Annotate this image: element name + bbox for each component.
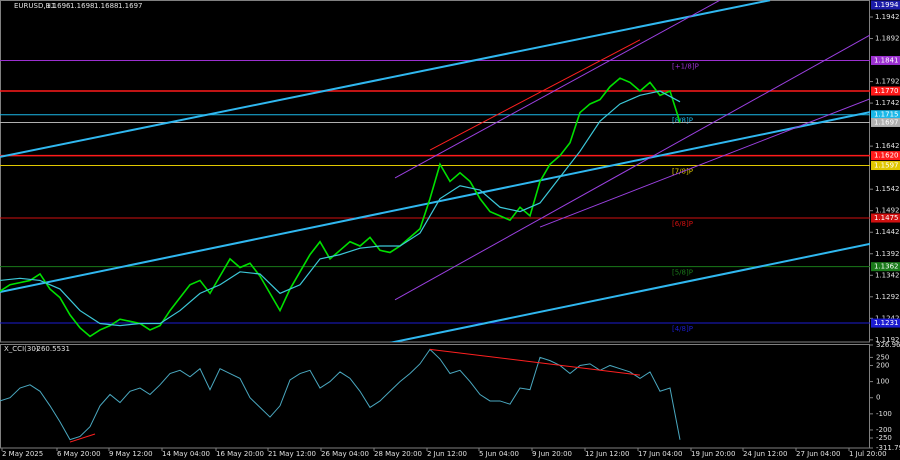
series-line: [0, 90, 681, 327]
x-tick-label: 2 May 2025: [2, 450, 43, 458]
cci-frame: [0, 344, 870, 449]
x-tick-label: 16 May 20:00: [216, 450, 264, 458]
level-tag: [+1/8]P: [672, 62, 699, 70]
level-label: 1.1994: [874, 1, 899, 9]
x-tick-label: 19 Jun 20:00: [691, 450, 735, 458]
cci-tick-label: -311.798: [876, 444, 900, 452]
level-box: [871, 110, 900, 120]
y-tick-label: 1.1542: [875, 185, 900, 193]
level-label: 1.1362: [874, 263, 899, 271]
cci-tick-label: -200: [876, 426, 892, 434]
y-tick-label: 1.1192: [875, 336, 900, 344]
cci-name: X_CCI(30): [4, 345, 39, 353]
cci-tick-label: -100: [876, 410, 892, 418]
level-box: [871, 161, 900, 171]
series-line: [0, 77, 681, 338]
y-tick-label: 1.1892: [875, 35, 900, 43]
level-box: [871, 318, 900, 328]
trendline: [0, 0, 771, 158]
cci-tick-label: 326.9647: [876, 341, 900, 349]
level-box: [871, 55, 900, 65]
main-frame: [0, 0, 870, 343]
level-label: 1.1715: [874, 111, 899, 119]
level-tag: [6/8]P: [672, 220, 693, 228]
x-tick-label: 17 Jun 04:00: [638, 450, 682, 458]
level-label: 1.1475: [874, 214, 899, 222]
x-tick-label: 5 Jun 04:00: [479, 450, 519, 458]
trendline: [394, 0, 721, 179]
cci-tick-label: 100: [876, 378, 889, 386]
symbol: EURUSD,H1: [14, 2, 55, 10]
trendline: [389, 242, 870, 342]
open: 1.1696: [46, 2, 71, 10]
y-tick-label: 1.1292: [875, 293, 900, 301]
x-tick-label: 26 May 04:00: [321, 450, 369, 458]
level-label: 1.1697: [874, 118, 899, 126]
level-label: 1.1231: [874, 319, 899, 327]
cci-tick-label: 0: [876, 394, 880, 402]
series-line: [0, 348, 681, 441]
y-tick-label: 1.1942: [875, 13, 900, 21]
level-tag: [5/8]P: [672, 269, 693, 277]
trendline: [429, 39, 641, 151]
x-tick-label: 2 Jun 12:00: [427, 450, 467, 458]
x-tick-label: 24 Jun 12:00: [743, 450, 787, 458]
x-tick-label: 6 May 20:00: [57, 450, 101, 458]
level-box: [871, 0, 900, 10]
x-tick-label: 28 May 20:00: [374, 450, 422, 458]
trendline: [429, 348, 641, 376]
y-tick-label: 1.1742: [875, 99, 900, 107]
x-tick-label: 9 Jun 20:00: [532, 450, 572, 458]
level-label: 1.1597: [874, 162, 899, 170]
level-tag: [4/8]P: [672, 325, 693, 333]
trendline: [0, 111, 870, 294]
level-box: [871, 86, 900, 96]
y-tick-label: 1.1792: [875, 78, 900, 86]
close: 1.1697: [118, 2, 143, 10]
cci-tick-label: 250: [876, 353, 889, 361]
y-tick-label: 1.1492: [875, 207, 900, 215]
level-label: 1.1620: [874, 152, 899, 160]
trendline: [394, 34, 870, 301]
x-tick-label: 21 May 12:00: [268, 450, 316, 458]
low: 1.1688: [94, 2, 119, 10]
y-tick-label: 1.1242: [875, 314, 900, 322]
y-tick-label: 1.1392: [875, 250, 900, 258]
level-box: [871, 213, 900, 223]
trendline: [539, 98, 870, 228]
cci-last: -260.5531: [34, 345, 70, 353]
level-tag: [8/8]P: [672, 117, 693, 125]
level-box: [871, 117, 900, 127]
level-box: [871, 262, 900, 272]
level-box: [871, 151, 900, 161]
y-tick-label: 1.1342: [875, 271, 900, 279]
cci-tick-label: -250: [876, 434, 892, 442]
y-tick-label: 1.1642: [875, 142, 900, 150]
cci-tick-label: 200: [876, 361, 889, 369]
y-tick-label: 1.1442: [875, 228, 900, 236]
level-label: 1.1841: [874, 56, 899, 64]
x-tick-label: 9 May 12:00: [109, 450, 153, 458]
trendline: [69, 433, 96, 443]
x-tick-label: 12 Jun 12:00: [585, 450, 629, 458]
cci-panel: [0, 348, 681, 443]
level-label: 1.1770: [874, 87, 899, 95]
main-panel: [+1/8]P[8/8]P[7/8]P[6/8]P[5/8]P[4/8]P: [0, 0, 870, 342]
x-tick-label: 27 Jun 04:00: [796, 450, 840, 458]
x-tick-label: 1 Jul 20:00: [849, 450, 887, 458]
x-tick-label: 14 May 04:00: [162, 450, 210, 458]
high: 1.1698: [70, 2, 95, 10]
